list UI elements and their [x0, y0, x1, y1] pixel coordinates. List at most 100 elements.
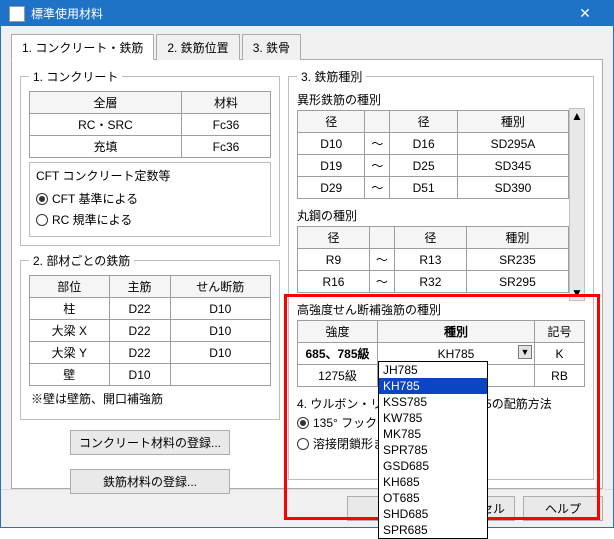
- td[interactable]: D29: [298, 177, 365, 199]
- dropdown-option[interactable]: KH785: [379, 378, 487, 394]
- section4-legend-right: 5の配筋方法: [485, 397, 552, 411]
- radio-label: RC 規準による: [52, 211, 132, 228]
- td[interactable]: D51: [390, 177, 457, 199]
- type-dropdown-cell[interactable]: KH785 ▼ JH785KH785KSS785KW785MK785SPR785…: [378, 343, 535, 365]
- scroll-down-icon[interactable]: ▼: [571, 286, 583, 300]
- client-area: 1. コンクリート・鉄筋 2. 鉄筋位置 3. 鉄骨 1. コンクリート 全層材…: [1, 26, 613, 489]
- scroll-up-icon[interactable]: ▲: [571, 109, 583, 123]
- legend-concrete: 1. コンクリート: [29, 68, 122, 85]
- window-title: 標準使用材料: [31, 5, 565, 22]
- titlebar: 標準使用材料 ✕: [1, 1, 613, 26]
- td: ～: [365, 177, 390, 199]
- dropdown-option[interactable]: JH785: [379, 362, 487, 378]
- td: ～: [369, 271, 394, 293]
- td[interactable]: SR295: [466, 271, 568, 293]
- th: 部位: [30, 276, 110, 298]
- concrete-table: 全層材料 RC・SRCFc36 充填Fc36: [29, 91, 271, 158]
- radio-cft-std[interactable]: CFT 基準による: [36, 188, 264, 209]
- dropdown-list[interactable]: JH785KH785KSS785KW785MK785SPR785GSD685KH…: [378, 361, 488, 539]
- td: ～: [365, 133, 390, 155]
- td[interactable]: 壁: [30, 364, 110, 386]
- td[interactable]: D10: [170, 298, 270, 320]
- td[interactable]: K: [535, 343, 585, 365]
- td[interactable]: 685、785級: [298, 343, 378, 365]
- th: 径: [390, 111, 457, 133]
- td[interactable]: D22: [109, 342, 170, 364]
- td[interactable]: D22: [109, 298, 170, 320]
- td[interactable]: D22: [109, 320, 170, 342]
- radio-icon: [297, 438, 309, 450]
- td[interactable]: R32: [394, 271, 466, 293]
- members-table: 部位主筋せん断筋 柱D22D10 大梁 XD22D10 大梁 YD22D10 壁…: [29, 275, 271, 386]
- th: 径: [298, 111, 365, 133]
- th: 強度: [298, 321, 378, 343]
- td[interactable]: RB: [535, 365, 585, 387]
- td[interactable]: R16: [298, 271, 370, 293]
- dropdown-option[interactable]: KSS785: [379, 394, 487, 410]
- cft-group: CFT コンクリート定数等 CFT 基準による RC 規準による: [29, 162, 271, 237]
- td: ～: [365, 155, 390, 177]
- td[interactable]: 大梁 Y: [30, 342, 110, 364]
- th: 材料: [181, 92, 270, 114]
- legend-rebar-type: 3. 鉄筋種別: [297, 68, 366, 85]
- radio-icon: [36, 214, 48, 226]
- td[interactable]: D10: [109, 364, 170, 386]
- td[interactable]: R9: [298, 249, 370, 271]
- tab-3[interactable]: 3. 鉄骨: [242, 34, 301, 60]
- tab-1[interactable]: 1. コンクリート・鉄筋: [11, 34, 154, 60]
- close-icon[interactable]: ✕: [565, 5, 605, 22]
- group-members: 2. 部材ごとの鉄筋 部位主筋せん断筋 柱D22D10 大梁 XD22D10 大…: [20, 252, 280, 420]
- td[interactable]: 大梁 X: [30, 320, 110, 342]
- td[interactable]: 1275級: [298, 365, 378, 387]
- th: 径: [394, 227, 466, 249]
- td[interactable]: [170, 364, 270, 386]
- td[interactable]: SD390: [457, 177, 568, 199]
- register-concrete-button[interactable]: コンクリート材料の登録...: [70, 430, 230, 455]
- td[interactable]: SD295A: [457, 133, 568, 155]
- td[interactable]: D19: [298, 155, 365, 177]
- td[interactable]: D10: [170, 342, 270, 364]
- radio-icon: [297, 417, 309, 429]
- th: 記号: [535, 321, 585, 343]
- td[interactable]: RC・SRC: [30, 114, 182, 136]
- group-concrete: 1. コンクリート 全層材料 RC・SRCFc36 充填Fc36 CFT コンク…: [20, 68, 280, 246]
- td[interactable]: 充填: [30, 136, 182, 158]
- dropdown-option[interactable]: KH685: [379, 474, 487, 490]
- th: [365, 111, 390, 133]
- dropdown-option[interactable]: OT685: [379, 490, 487, 506]
- help-button[interactable]: ヘルプ: [523, 496, 603, 521]
- register-steel-button[interactable]: 鉄筋材料の登録...: [70, 469, 230, 494]
- dropdown-option[interactable]: KW785: [379, 410, 487, 426]
- td[interactable]: D16: [390, 133, 457, 155]
- dropdown-option[interactable]: GSD685: [379, 458, 487, 474]
- members-note: ※壁は壁筋、開口補強筋: [29, 386, 271, 411]
- th: 種別: [378, 321, 535, 343]
- dropdown-option[interactable]: SPR685: [379, 522, 487, 538]
- td[interactable]: R13: [394, 249, 466, 271]
- dropdown-option[interactable]: SHD685: [379, 506, 487, 522]
- td[interactable]: D10: [298, 133, 365, 155]
- tab-2[interactable]: 2. 鉄筋位置: [156, 34, 239, 60]
- td[interactable]: D25: [390, 155, 457, 177]
- td[interactable]: Fc36: [181, 136, 270, 158]
- td[interactable]: 柱: [30, 298, 110, 320]
- th: [369, 227, 394, 249]
- deformed-table: 径径種別 D10～D16SD295A D19～D25SD345 D29～D51S…: [297, 110, 569, 199]
- td[interactable]: SR235: [466, 249, 568, 271]
- dropdown-option[interactable]: SPR785: [379, 442, 487, 458]
- chevron-down-icon[interactable]: ▼: [518, 345, 532, 359]
- dropdown-option[interactable]: MK785: [379, 426, 487, 442]
- dropdown-value: KH785: [438, 347, 475, 361]
- td[interactable]: Fc36: [181, 114, 270, 136]
- td[interactable]: SD345: [457, 155, 568, 177]
- th: 主筋: [109, 276, 170, 298]
- radio-rc-std[interactable]: RC 規準による: [36, 209, 264, 230]
- tab-panel: 1. コンクリート 全層材料 RC・SRCFc36 充填Fc36 CFT コンク…: [11, 59, 603, 489]
- th: 径: [298, 227, 370, 249]
- scrollbar[interactable]: ▲▼: [569, 108, 585, 301]
- td[interactable]: D10: [170, 320, 270, 342]
- radio-icon: [36, 193, 48, 205]
- app-icon: [9, 6, 25, 22]
- round-title: 丸鋼の種別: [297, 207, 569, 224]
- tab-strip: 1. コンクリート・鉄筋 2. 鉄筋位置 3. 鉄骨: [11, 34, 603, 60]
